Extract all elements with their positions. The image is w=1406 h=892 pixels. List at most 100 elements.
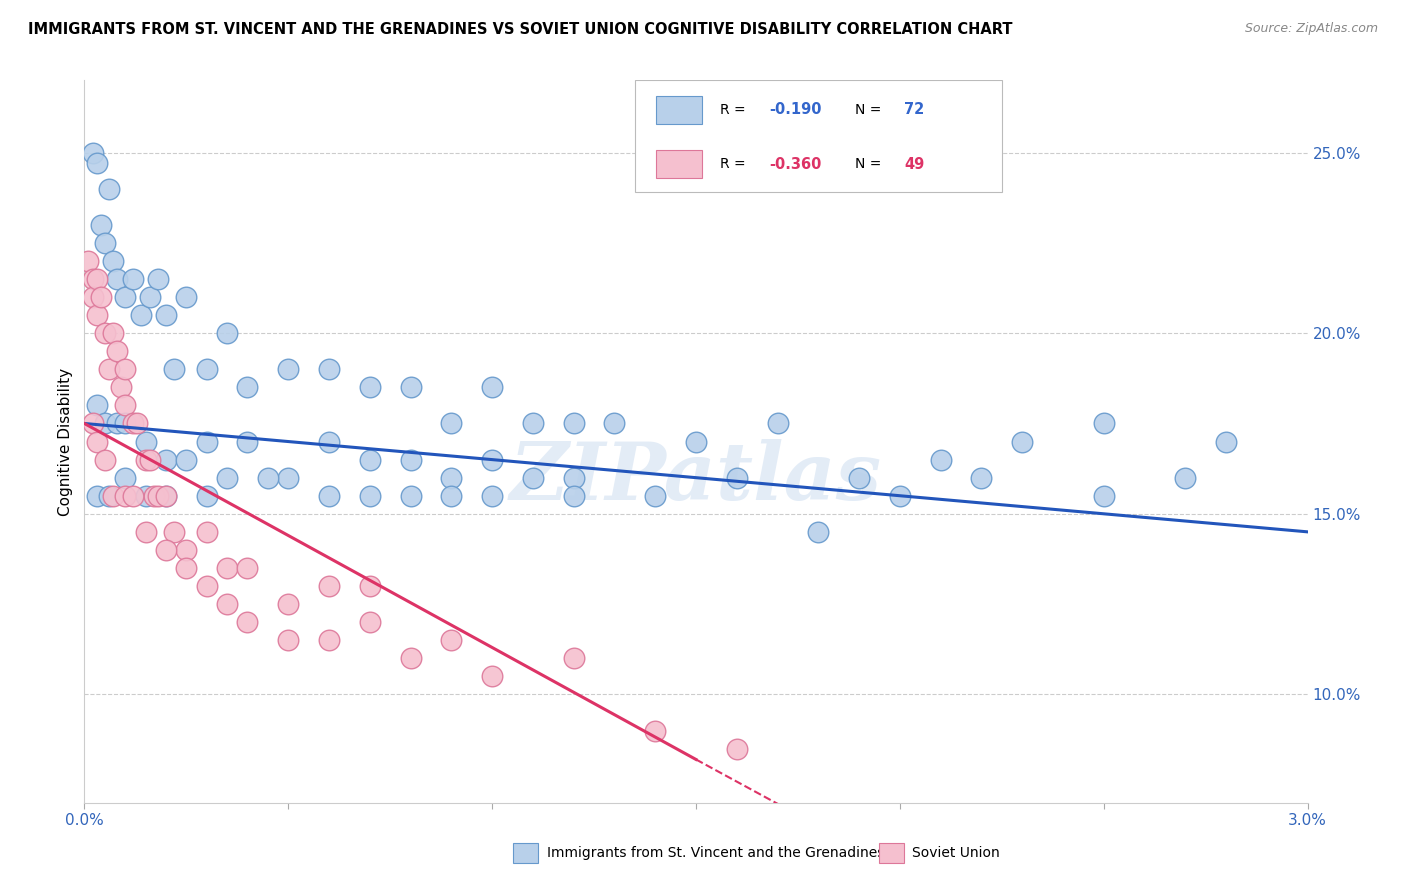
Point <box>318 434 340 449</box>
Point <box>889 489 911 503</box>
Point <box>155 308 177 322</box>
Point <box>114 398 136 412</box>
Point <box>562 471 585 485</box>
Point <box>195 579 218 593</box>
FancyBboxPatch shape <box>636 80 1002 193</box>
Point <box>1011 434 1033 449</box>
Point <box>176 452 198 467</box>
Point <box>77 254 100 268</box>
Point <box>110 380 132 394</box>
Point <box>93 452 117 467</box>
Point <box>195 434 218 449</box>
Point <box>481 489 503 503</box>
Text: 49: 49 <box>904 157 924 171</box>
Point <box>359 452 381 467</box>
Point <box>114 362 136 376</box>
Point <box>522 471 544 485</box>
Text: Source: ZipAtlas.com: Source: ZipAtlas.com <box>1244 22 1378 36</box>
Point <box>93 235 117 250</box>
Point <box>440 471 463 485</box>
Point <box>359 380 381 394</box>
FancyBboxPatch shape <box>655 96 702 124</box>
Point <box>766 417 789 431</box>
Point <box>163 362 186 376</box>
Point <box>685 434 707 449</box>
Point <box>97 362 120 376</box>
Point <box>725 741 748 756</box>
Point <box>929 452 952 467</box>
Point <box>114 471 136 485</box>
Point <box>105 417 128 431</box>
Point <box>1215 434 1237 449</box>
Point <box>644 489 666 503</box>
Point <box>1092 417 1115 431</box>
Point <box>90 290 112 304</box>
Point <box>236 380 259 394</box>
Point <box>105 344 128 359</box>
Point <box>86 434 108 449</box>
Point <box>146 489 169 503</box>
Point <box>86 156 108 170</box>
Text: R =: R = <box>720 103 751 117</box>
Point <box>101 489 124 503</box>
Point <box>848 471 870 485</box>
Point <box>236 615 259 630</box>
Point <box>359 489 381 503</box>
Point <box>176 561 198 575</box>
Point <box>440 489 463 503</box>
Point <box>562 489 585 503</box>
Point <box>522 417 544 431</box>
Point <box>195 489 218 503</box>
Point <box>114 417 136 431</box>
Point <box>217 326 239 341</box>
Point <box>725 471 748 485</box>
Point <box>318 579 340 593</box>
Point <box>82 417 104 431</box>
Text: R =: R = <box>720 157 751 171</box>
Point <box>195 362 218 376</box>
Text: N =: N = <box>855 157 886 171</box>
Point <box>122 489 145 503</box>
Point <box>277 633 299 648</box>
Point <box>1174 471 1197 485</box>
Point <box>138 290 160 304</box>
Point <box>155 542 177 557</box>
Point <box>122 417 145 431</box>
Point <box>114 290 136 304</box>
Point <box>155 489 177 503</box>
Text: -0.190: -0.190 <box>769 103 823 118</box>
Point <box>86 489 108 503</box>
Point <box>440 633 463 648</box>
Point <box>195 524 218 539</box>
Point <box>90 218 112 232</box>
Point <box>359 579 381 593</box>
Point <box>155 452 177 467</box>
Point <box>318 633 340 648</box>
Point <box>86 272 108 286</box>
Point <box>562 417 585 431</box>
Text: ZIPatlas: ZIPatlas <box>510 439 882 516</box>
Point <box>135 489 157 503</box>
Point <box>318 362 340 376</box>
Text: 72: 72 <box>904 103 924 118</box>
Point <box>82 272 104 286</box>
Point <box>97 182 120 196</box>
Point <box>257 471 280 485</box>
Point <box>101 254 124 268</box>
Point <box>1092 489 1115 503</box>
Point <box>176 290 198 304</box>
Y-axis label: Cognitive Disability: Cognitive Disability <box>58 368 73 516</box>
Point <box>399 452 422 467</box>
Point <box>135 434 157 449</box>
Point <box>155 489 177 503</box>
Point <box>93 326 117 341</box>
Point <box>277 471 299 485</box>
Point <box>176 542 198 557</box>
Point <box>122 272 145 286</box>
Point <box>481 380 503 394</box>
Point <box>318 489 340 503</box>
Point <box>135 452 157 467</box>
Point <box>359 615 381 630</box>
Point <box>217 597 239 611</box>
Point <box>138 452 160 467</box>
